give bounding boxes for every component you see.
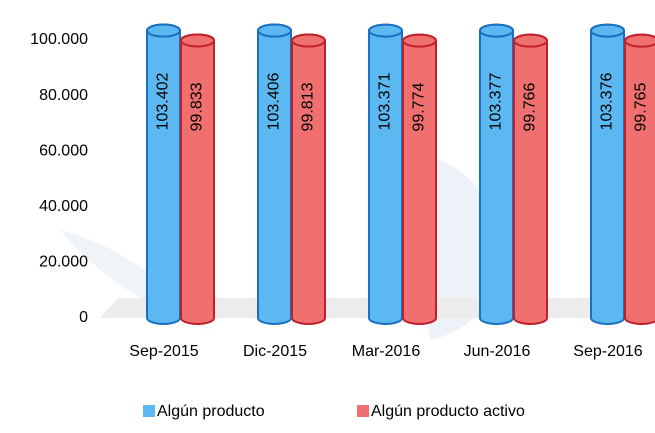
y-tick-label: 40.000 [39,198,88,215]
legend-swatch [143,405,155,417]
bar-cap [368,23,403,38]
y-tick-label: 20.000 [39,254,88,271]
x-tick-label: Jun-2016 [464,343,531,360]
bar [624,33,655,325]
value-label: 103.371 [377,73,394,131]
bar [368,23,403,325]
value-label: 103.402 [155,72,172,130]
bar-cap [180,33,215,48]
value-label: 99.774 [411,83,428,132]
x-tick-label: Sep-2015 [129,343,198,360]
value-label: 99.813 [300,82,317,131]
bar-cap [291,33,326,48]
x-tick-label: Mar-2016 [352,343,421,360]
y-tick-label: 80.000 [39,87,88,104]
y-tick-label: 60.000 [39,142,88,159]
value-label: 103.376 [599,73,616,131]
bar-cap [624,33,655,48]
bar [180,33,215,325]
bar-cap [479,23,514,38]
legend-label: Algún producto [157,403,265,420]
bar [146,23,181,325]
bar [590,23,625,325]
bar-cap [590,23,625,38]
value-label: 103.406 [266,72,283,130]
bar-cap [146,23,181,38]
bar [291,33,326,325]
y-tick-label: 100.000 [30,31,88,48]
bar [257,23,292,325]
bar-cap [402,33,437,48]
x-tick-label: Sep-2016 [573,343,642,360]
value-label: 99.765 [633,83,650,132]
bar [513,33,548,325]
value-label: 99.766 [522,83,539,132]
bar [402,33,437,325]
y-tick-label: 0 [79,309,88,326]
bar-cap [513,33,548,48]
legend-label: Algún producto activo [371,403,525,420]
legend-swatch [357,405,369,417]
value-label: 103.377 [488,73,505,131]
value-label: 99.833 [189,82,206,131]
bar [479,23,514,325]
bar-cap [257,23,292,38]
x-tick-label: Dic-2015 [243,343,307,360]
